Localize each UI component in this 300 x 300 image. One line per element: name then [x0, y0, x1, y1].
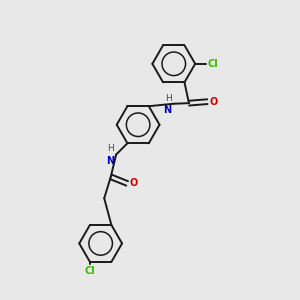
- Text: N: N: [164, 105, 172, 115]
- Text: H: H: [165, 94, 172, 103]
- Text: N: N: [106, 156, 114, 166]
- Text: Cl: Cl: [208, 59, 218, 69]
- Text: O: O: [130, 178, 138, 188]
- Text: H: H: [108, 144, 114, 153]
- Text: Cl: Cl: [85, 266, 95, 275]
- Text: O: O: [210, 97, 218, 107]
